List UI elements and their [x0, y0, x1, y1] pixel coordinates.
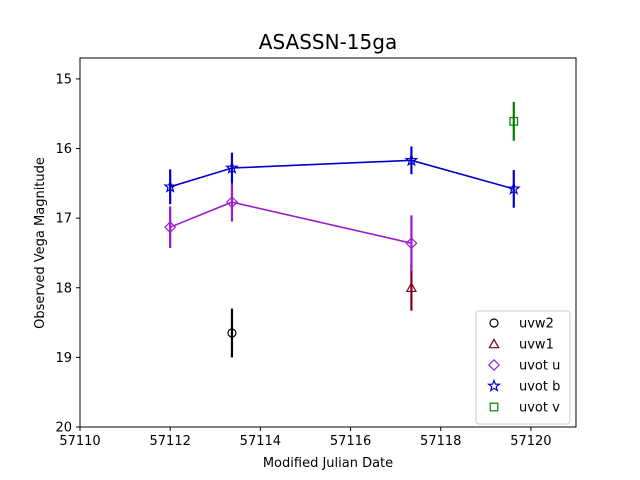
x-axis-label: Modified Julian Date: [263, 456, 393, 471]
data-point-uvw1: [405, 281, 418, 293]
data-point-uvw2: [227, 328, 237, 338]
y-tick-label: 20: [55, 421, 72, 436]
x-tick-label: 57116: [330, 434, 371, 449]
y-tick-label: 18: [55, 281, 72, 296]
legend-entry-uvw1: uvw1: [519, 338, 554, 353]
data-point-uvot-b: [506, 181, 521, 195]
y-tick-label: 19: [55, 351, 72, 366]
data-point-uvot-b: [163, 179, 178, 193]
legend-marker-uvw2: [489, 318, 499, 328]
legend-entry-uvw2: uvw2: [519, 317, 554, 332]
data-point-uvot-u: [164, 221, 177, 234]
legend-marker-uvot-v: [489, 402, 499, 412]
legend-box: [475, 310, 571, 425]
data-point-uvot-v: [509, 116, 519, 126]
data-point-uvot-u: [225, 196, 239, 209]
chart-title: ASASSN-15ga: [259, 30, 397, 54]
y-tick-label: 16: [55, 142, 72, 157]
x-tick-label: 57114: [240, 434, 281, 449]
legend: uvw2 uvw1 uvot u uvot b uvot v: [475, 310, 571, 425]
plot-frame: [79, 57, 577, 428]
x-tick-label: 57112: [150, 434, 191, 449]
legend-entry-uvot-b: uvot b: [519, 380, 560, 395]
series-line-uvot-b: [169, 159, 514, 190]
y-tick-label: 15: [55, 72, 72, 87]
y-axis-label: Observed Vega Magnitude: [33, 157, 48, 329]
data-point-uvot-b: [224, 160, 239, 174]
x-tick-label: 57110: [59, 434, 100, 449]
legend-entry-uvot-u: uvot u: [519, 359, 560, 374]
data-point-uvot-b: [404, 152, 419, 167]
legend-entry-uvot-v: uvot v: [519, 401, 560, 416]
legend-marker-uvot-b: [486, 378, 502, 392]
plot-area: 57110 57112 57114 57116 57118 57120 15 16 17 18 19…: [55, 57, 577, 449]
data-point-uvot-u: [405, 237, 418, 250]
legend-marker-uvot-u: [487, 358, 501, 372]
x-tick-label: 57120: [510, 434, 551, 449]
legend-marker-uvw1: [488, 338, 500, 349]
y-tick-label: 17: [55, 212, 72, 227]
x-tick-label: 57118: [420, 434, 461, 449]
